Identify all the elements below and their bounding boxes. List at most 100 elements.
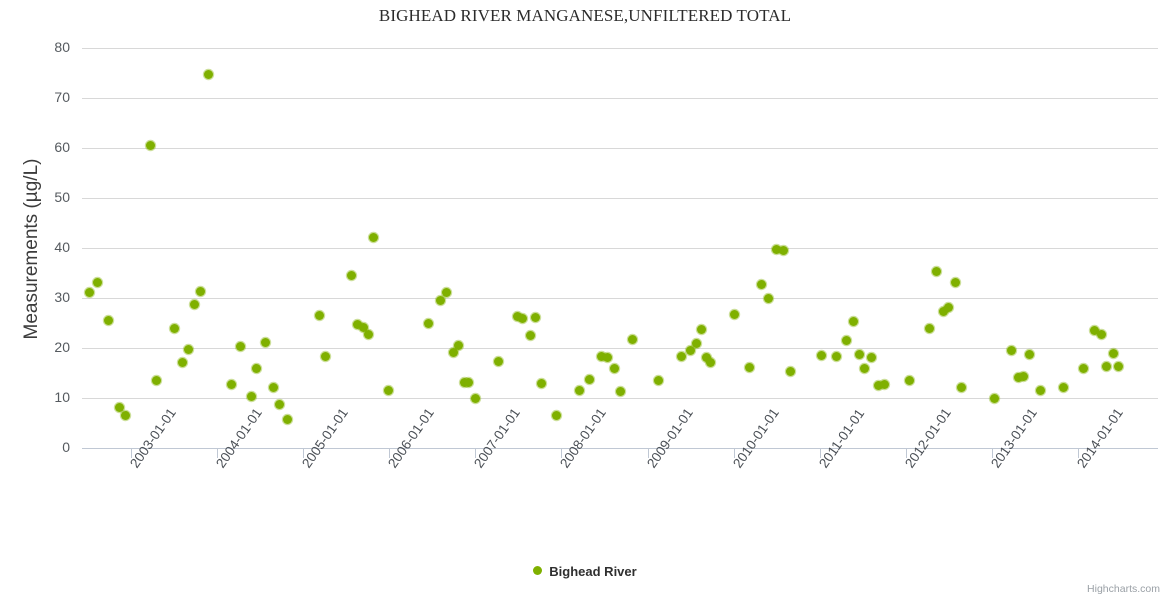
data-point[interactable] [745, 363, 755, 372]
data-point[interactable] [1019, 371, 1029, 381]
data-point[interactable] [677, 351, 687, 361]
data-point[interactable] [383, 385, 393, 395]
data-point[interactable] [628, 334, 638, 344]
data-point[interactable] [729, 309, 739, 319]
gridline [82, 148, 1158, 149]
data-point[interactable] [494, 356, 504, 366]
data-point[interactable] [705, 357, 715, 367]
data-point[interactable] [1007, 346, 1017, 355]
data-point[interactable] [275, 400, 285, 409]
data-point[interactable] [283, 415, 293, 424]
data-point[interactable] [204, 69, 214, 79]
data-point[interactable] [989, 393, 999, 403]
data-point[interactable] [1096, 329, 1106, 339]
data-point[interactable] [260, 338, 270, 347]
data-point[interactable] [551, 411, 561, 420]
data-point[interactable] [854, 349, 864, 359]
data-point[interactable] [772, 244, 782, 254]
data-point[interactable] [463, 378, 473, 387]
data-point[interactable] [585, 375, 595, 384]
data-point[interactable] [235, 341, 245, 351]
highcharts-credits-link[interactable]: Highcharts.com [1087, 583, 1160, 595]
data-point[interactable] [470, 393, 480, 403]
data-point[interactable] [1014, 373, 1024, 382]
data-point[interactable] [873, 380, 883, 390]
data-point[interactable] [358, 323, 368, 332]
data-point[interactable] [441, 287, 451, 297]
data-point[interactable] [1058, 382, 1068, 392]
data-point[interactable] [85, 287, 95, 297]
data-point[interactable] [424, 318, 434, 328]
data-point[interactable] [537, 378, 547, 388]
data-point[interactable] [315, 311, 325, 320]
data-point[interactable] [616, 387, 626, 396]
x-axis-tick [733, 449, 735, 458]
data-point[interactable] [832, 352, 842, 361]
data-point[interactable] [924, 323, 934, 333]
data-point[interactable] [1108, 348, 1118, 358]
x-axis-tick [561, 449, 563, 458]
data-point[interactable] [453, 341, 463, 350]
data-point[interactable] [346, 271, 356, 280]
data-point[interactable] [1089, 325, 1099, 335]
data-point[interactable] [610, 364, 620, 373]
data-point[interactable] [879, 379, 889, 389]
data-point[interactable] [449, 347, 459, 357]
data-point[interactable] [904, 375, 914, 385]
data-point[interactable] [841, 336, 851, 345]
data-point[interactable] [1035, 385, 1045, 395]
data-point[interactable] [247, 391, 257, 401]
gridline [82, 348, 1158, 349]
data-point[interactable] [939, 306, 949, 316]
data-point[interactable] [575, 385, 585, 395]
data-point[interactable] [513, 311, 523, 321]
data-point[interactable] [321, 352, 331, 361]
data-point[interactable] [597, 351, 607, 361]
data-point[interactable] [114, 403, 124, 412]
data-point[interactable] [944, 302, 954, 312]
data-point[interactable] [764, 293, 774, 303]
data-point[interactable] [518, 313, 528, 323]
data-point[interactable] [692, 338, 702, 348]
data-point[interactable] [602, 352, 612, 362]
data-point[interactable] [779, 246, 789, 255]
data-point[interactable] [531, 312, 541, 322]
data-point[interactable] [190, 299, 200, 309]
data-point[interactable] [859, 363, 869, 373]
data-point[interactable] [1078, 363, 1088, 373]
data-point[interactable] [686, 346, 696, 355]
data-point[interactable] [268, 383, 278, 392]
data-point[interactable] [227, 380, 237, 389]
data-point[interactable] [525, 330, 535, 340]
data-point[interactable] [1025, 350, 1035, 359]
data-point[interactable] [252, 364, 262, 373]
data-point[interactable] [756, 280, 766, 289]
data-point[interactable] [654, 375, 664, 385]
data-point[interactable] [932, 266, 942, 276]
data-point[interactable] [151, 375, 161, 385]
data-point[interactable] [697, 325, 707, 334]
data-point[interactable] [701, 353, 711, 362]
data-point[interactable] [1113, 362, 1123, 371]
data-point[interactable] [1101, 362, 1111, 371]
data-point[interactable] [866, 353, 876, 362]
data-point[interactable] [848, 316, 858, 326]
data-point[interactable] [816, 351, 826, 360]
data-point[interactable] [169, 323, 179, 333]
data-point[interactable] [196, 286, 206, 296]
data-point[interactable] [364, 330, 374, 339]
data-point[interactable] [104, 315, 114, 325]
data-point[interactable] [184, 344, 194, 354]
data-point[interactable] [178, 357, 188, 367]
data-point[interactable] [145, 141, 155, 150]
legend-item-bighead-river[interactable]: Bighead River [533, 563, 637, 579]
data-point[interactable] [369, 233, 379, 242]
data-point[interactable] [436, 295, 446, 305]
data-point[interactable] [120, 410, 130, 420]
data-point[interactable] [951, 277, 961, 287]
data-point[interactable] [957, 382, 967, 392]
data-point[interactable] [352, 320, 362, 329]
legend-marker-icon [533, 566, 543, 576]
data-point[interactable] [785, 367, 795, 376]
data-point[interactable] [92, 277, 102, 287]
